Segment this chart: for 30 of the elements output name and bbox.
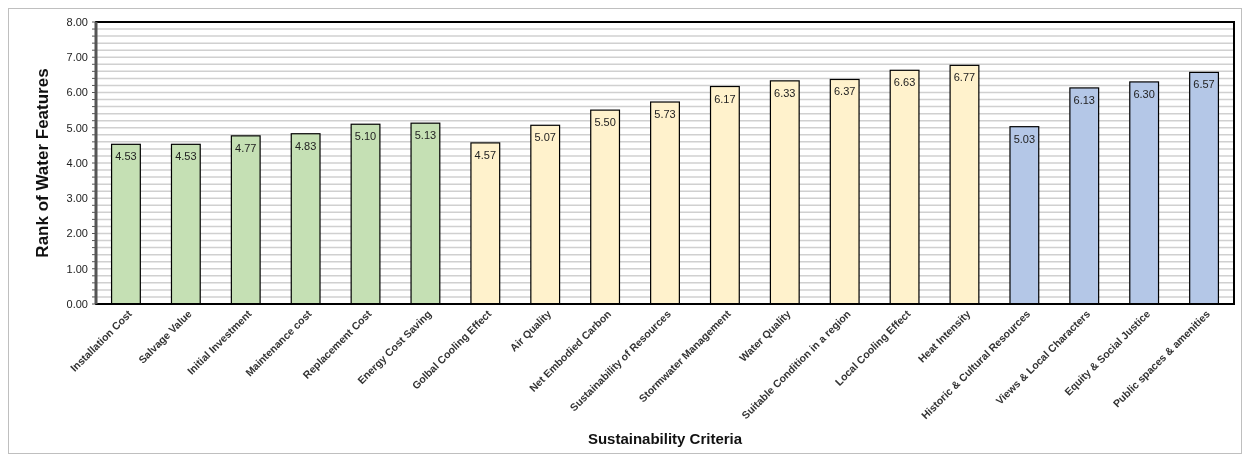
data-label: 6.30	[1133, 87, 1155, 100]
y-tick-label: 8.00	[66, 15, 88, 28]
y-tick-label: 0.00	[66, 297, 88, 310]
y-tick-label: 5.00	[66, 121, 88, 134]
y-tick-label: 3.00	[66, 192, 88, 205]
data-label: 6.57	[1193, 78, 1215, 91]
data-label: 4.53	[115, 150, 137, 163]
data-label: 6.17	[714, 92, 736, 105]
data-label: 6.13	[1073, 93, 1095, 106]
data-label: 4.53	[175, 150, 197, 163]
data-label: 4.77	[235, 141, 257, 154]
y-axis-title: Rank of Water Features	[33, 68, 52, 258]
y-tick-label: 2.00	[66, 227, 88, 240]
data-label: 6.33	[774, 86, 796, 99]
data-label: 5.13	[414, 129, 437, 142]
data-label: 6.77	[953, 71, 976, 84]
data-label: 5.03	[1013, 132, 1036, 145]
y-tick-label: 4.00	[66, 156, 88, 169]
y-tick-label: 7.00	[66, 51, 88, 64]
data-label: 5.10	[354, 130, 377, 143]
x-axis-title: Sustainability Criteria	[587, 430, 743, 447]
data-label: 6.37	[833, 85, 856, 98]
data-label: 4.57	[474, 148, 497, 161]
y-tick-label: 1.00	[66, 262, 88, 275]
data-label: 5.73	[654, 108, 676, 121]
data-label: 6.63	[893, 76, 916, 89]
data-label: 5.07	[534, 131, 556, 144]
y-tick-label: 6.00	[66, 86, 88, 99]
data-label: 5.50	[594, 116, 616, 129]
data-label: 4.83	[294, 139, 317, 152]
